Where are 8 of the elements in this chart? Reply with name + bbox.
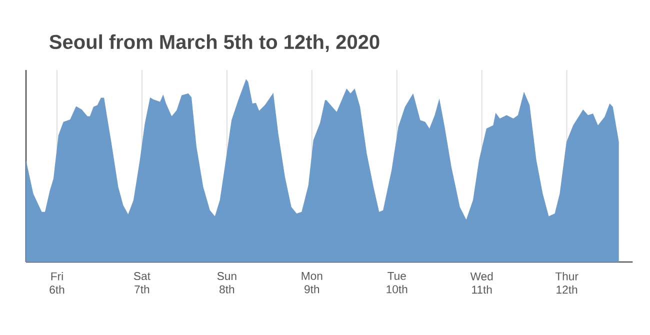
chart-title: Seoul from March 5th to 12th, 2020 bbox=[50, 34, 380, 52]
x-tick-label: Tue 10th bbox=[386, 272, 408, 294]
x-tick-label: Thur 12th bbox=[555, 272, 578, 294]
x-tick-label: Sat 7th bbox=[134, 272, 150, 294]
x-tick-label: Fri 6th bbox=[50, 272, 64, 294]
x-tick-label: Mon 9th bbox=[302, 272, 322, 294]
x-tick-label: Sun 8th bbox=[217, 272, 236, 294]
x-tick-label: Wed 11th bbox=[470, 272, 493, 294]
